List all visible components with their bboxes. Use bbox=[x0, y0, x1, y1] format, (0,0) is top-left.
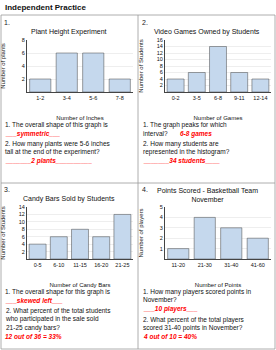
svg-text:_______2 plants__________: _______2 plants__________ bbox=[5, 157, 92, 165]
svg-text:1. How many players scored poi: 1. How many players scored points inNove… bbox=[143, 288, 251, 303]
svg-text:3.: 3. bbox=[4, 186, 10, 193]
svg-text:1. The graph peaks for which: 1. The graph peaks for which bbox=[143, 121, 227, 129]
svg-text:4: 4 bbox=[160, 76, 163, 82]
svg-text:6-10: 6-10 bbox=[53, 262, 64, 268]
svg-text:Number of Points: Number of Points bbox=[195, 282, 241, 288]
svg-text:Number of Inches: Number of Inches bbox=[56, 115, 103, 121]
svg-text:12-14: 12-14 bbox=[253, 95, 267, 101]
svg-text:4: 4 bbox=[22, 63, 25, 69]
svg-text:6: 6 bbox=[22, 50, 25, 56]
svg-text:5-6: 5-6 bbox=[89, 95, 97, 101]
svg-text:2. How many plants were 5-6 in: 2. How many plants were 5-6 inchestall a… bbox=[5, 140, 111, 156]
svg-text:_______34 students____: _______34 students____ bbox=[143, 157, 220, 164]
svg-text:31-40: 31-40 bbox=[224, 262, 238, 268]
svg-text:9-11: 9-11 bbox=[234, 95, 245, 101]
svg-text:4: 4 bbox=[22, 241, 25, 247]
svg-text:14: 14 bbox=[19, 204, 25, 210]
svg-text:Number of players: Number of players bbox=[138, 208, 144, 257]
svg-text:6: 6 bbox=[160, 69, 163, 75]
svg-text:6-8: 6-8 bbox=[214, 95, 222, 101]
svg-text:2: 2 bbox=[22, 248, 25, 254]
svg-text:11-20: 11-20 bbox=[171, 262, 185, 268]
svg-text:16: 16 bbox=[157, 37, 163, 43]
svg-text:2. What percent of the total s: 2. What percent of the total studentswho… bbox=[5, 307, 111, 332]
svg-text:1. The overall shape for this: 1. The overall shape for this graph is bbox=[5, 288, 111, 296]
svg-text:Number of Students: Number of Students bbox=[138, 39, 144, 92]
svg-text:Candy Bars Sold by Students: Candy Bars Sold by Students bbox=[23, 195, 115, 203]
svg-text:4: 4 bbox=[160, 214, 163, 220]
svg-text:6: 6 bbox=[22, 234, 25, 240]
svg-text:8: 8 bbox=[22, 37, 25, 43]
svg-text:8: 8 bbox=[160, 63, 163, 69]
svg-text:21-30: 21-30 bbox=[198, 262, 212, 268]
svg-text:12: 12 bbox=[157, 50, 163, 56]
svg-text:interval?: interval? bbox=[143, 130, 168, 137]
svg-text:4.: 4. bbox=[142, 186, 148, 193]
svg-text:Number of Students: Number of Students bbox=[0, 206, 6, 259]
svg-text:14: 14 bbox=[157, 43, 163, 49]
svg-text:1-2: 1-2 bbox=[36, 95, 44, 101]
svg-text:___10 players___: ___10 players___ bbox=[143, 305, 198, 313]
svg-text:0-2: 0-2 bbox=[172, 95, 180, 101]
svg-text:7-8: 7-8 bbox=[116, 95, 124, 101]
svg-text:Number of plants: Number of plants bbox=[0, 43, 6, 89]
svg-text:12 out of 36 = 33%: 12 out of 36 = 33% bbox=[5, 333, 62, 340]
svg-text:3-4: 3-4 bbox=[63, 95, 71, 101]
svg-text:3: 3 bbox=[160, 225, 163, 231]
svg-text:3-5: 3-5 bbox=[193, 95, 201, 101]
svg-text:21-25: 21-25 bbox=[115, 262, 129, 268]
svg-text:2. How many students arerepres: 2. How many students arerepresented in t… bbox=[143, 140, 230, 156]
svg-text:1.: 1. bbox=[4, 19, 10, 26]
svg-text:12: 12 bbox=[19, 211, 25, 217]
svg-text:Independent Practice: Independent Practice bbox=[5, 3, 86, 12]
svg-text:16-20: 16-20 bbox=[94, 262, 108, 268]
svg-text:1. The overall shape of this g: 1. The overall shape of this graph is bbox=[5, 121, 109, 129]
svg-text:Video Games Owned by Students: Video Games Owned by Students bbox=[154, 28, 260, 36]
svg-text:5: 5 bbox=[160, 204, 163, 210]
svg-text:2: 2 bbox=[160, 235, 163, 241]
svg-text:Points Scored - Basketball Tea: Points Scored - Basketball TeamNovember bbox=[157, 187, 258, 203]
svg-text:___skewed left___: ___skewed left___ bbox=[5, 297, 63, 304]
svg-text:10: 10 bbox=[157, 56, 163, 62]
svg-text:0-5: 0-5 bbox=[34, 262, 42, 268]
svg-text:___symmetric___: ___symmetric___ bbox=[5, 130, 61, 138]
svg-text:2. What percent of the total p: 2. What percent of the total playersscor… bbox=[143, 316, 245, 332]
svg-text:4 out of 10 = 40%: 4 out of 10 = 40% bbox=[143, 333, 197, 340]
svg-text:8: 8 bbox=[22, 226, 25, 232]
svg-text:41-60: 41-60 bbox=[251, 262, 265, 268]
svg-text:Number of Games: Number of Games bbox=[193, 115, 242, 121]
svg-text:2: 2 bbox=[160, 82, 163, 88]
svg-text:2.: 2. bbox=[142, 19, 148, 26]
svg-text:10: 10 bbox=[19, 219, 25, 225]
svg-text:Number of Candy Bars: Number of Candy Bars bbox=[49, 282, 110, 288]
svg-text:11-15: 11-15 bbox=[73, 262, 87, 268]
svg-text:1: 1 bbox=[160, 246, 163, 252]
svg-text:Plant Height Experiment: Plant Height Experiment bbox=[31, 28, 107, 36]
svg-text:2: 2 bbox=[22, 76, 25, 82]
svg-text:6-8 games: 6-8 games bbox=[180, 130, 212, 138]
